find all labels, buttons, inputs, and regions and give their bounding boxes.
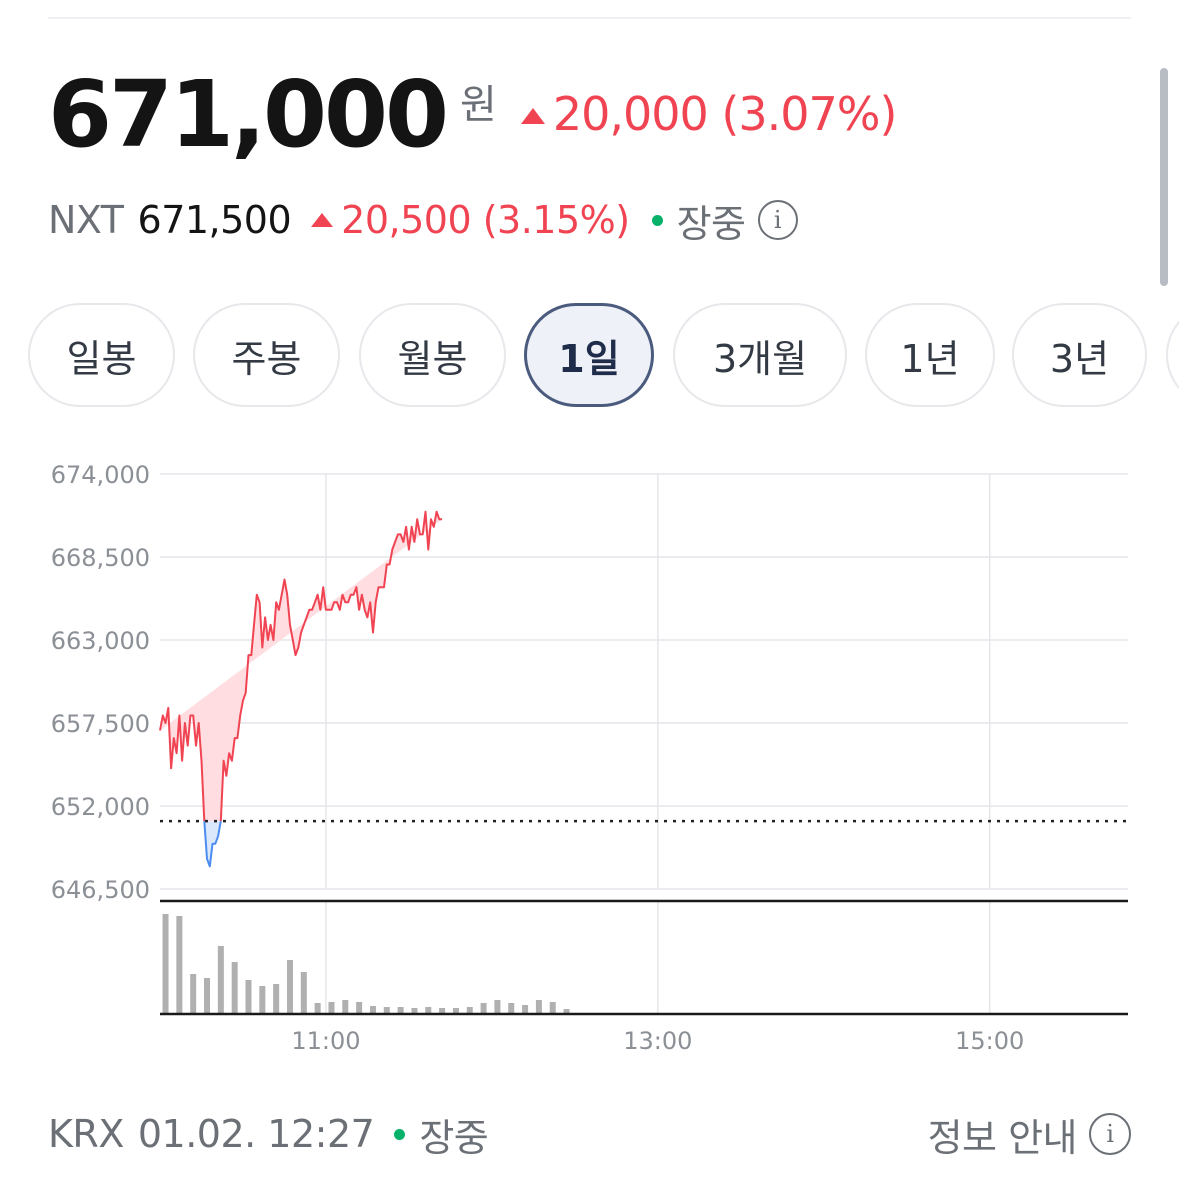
status-dot-icon	[651, 214, 663, 226]
volume-bar	[176, 916, 183, 1014]
tab-3-years[interactable]: 3년	[1012, 303, 1147, 407]
info-circle-icon[interactable]: i	[757, 200, 798, 240]
volume-bar	[411, 1008, 418, 1014]
volume-bar	[369, 1006, 376, 1014]
period-tabs: 일봉 주봉 월봉 1일 3개월 1년 3년	[0, 300, 1179, 412]
volume-bar	[259, 986, 266, 1014]
status-dot-icon	[394, 1128, 406, 1140]
volume-bar	[535, 1000, 542, 1014]
volume-bar	[549, 1002, 556, 1014]
volume-bar	[563, 1009, 570, 1014]
intraday-chart[interactable]: 674,000 668,500 663,000 657,500 652,000 646,5…	[0, 440, 1179, 1074]
tab-daily-candle[interactable]: 일봉	[28, 303, 175, 407]
volume-bar	[466, 1007, 473, 1014]
x-tick-label: 15:00	[955, 1027, 1024, 1055]
tab-3-months[interactable]: 3개월	[673, 303, 847, 407]
triangle-up-icon	[520, 108, 545, 124]
volume-bar	[480, 1003, 487, 1014]
market-status: 장중	[419, 1115, 489, 1160]
volume-bar	[286, 960, 293, 1014]
triangle-up-icon	[311, 213, 334, 227]
nxt-status: 장중	[676, 201, 746, 246]
nxt-price: 671,500	[137, 198, 292, 242]
volume-bar	[356, 1002, 363, 1014]
volume-bar	[508, 1003, 515, 1014]
volume-bar	[439, 1008, 446, 1014]
top-divider	[48, 17, 1131, 19]
price-change: 20,000 (3.07%)	[520, 86, 898, 142]
volume-bar	[328, 1002, 335, 1014]
y-tick-label: 668,500	[51, 544, 150, 572]
nxt-change: 20,500 (3.15%)	[311, 198, 630, 242]
y-tick-label: 657,500	[51, 710, 150, 738]
volume-bar	[494, 1000, 501, 1014]
x-tick-label: 11:00	[291, 1027, 360, 1055]
volume-bar	[383, 1007, 390, 1014]
volume-bar	[452, 1008, 459, 1014]
volume-bar	[300, 972, 307, 1014]
price-row: 671,000 원 20,000 (3.07%)	[48, 60, 898, 170]
price-area-up	[160, 511, 443, 822]
nxt-change-value: 20,500 (3.15%)	[341, 198, 630, 242]
volume-bar	[314, 1003, 321, 1014]
tab-1-day[interactable]: 1일	[524, 303, 654, 407]
tab-weekly-candle[interactable]: 주봉	[193, 303, 340, 407]
volume-bar	[397, 1007, 404, 1014]
volume-bar	[231, 962, 238, 1014]
price-area-down	[204, 821, 221, 867]
price-line-down	[203, 821, 222, 868]
price-unit: 원	[460, 82, 497, 128]
price-line-up	[159, 510, 443, 822]
quote-datetime: 01.02. 12:27	[137, 1112, 375, 1156]
volume-bar	[273, 984, 280, 1014]
scrollbar[interactable]	[1160, 68, 1168, 286]
market-label: KRX	[48, 1112, 124, 1156]
price-change-value: 20,000 (3.07%)	[552, 87, 898, 141]
y-tick-label: 646,500	[51, 876, 150, 904]
info-guide-link[interactable]: 정보 안내	[927, 1115, 1078, 1160]
x-tick-label: 13:00	[623, 1027, 692, 1055]
nxt-row: NXT 671,500 20,500 (3.15%) 장중 i	[48, 192, 798, 248]
y-tick-label: 674,000	[51, 461, 150, 489]
nxt-label: NXT	[48, 198, 124, 242]
tab-monthly-candle[interactable]: 월봉	[359, 303, 506, 407]
volume-bar	[204, 978, 211, 1014]
volume-bar	[425, 1007, 432, 1014]
volume-bar	[342, 1000, 349, 1014]
y-tick-label: 663,000	[51, 627, 150, 655]
volume-bar	[190, 974, 197, 1014]
current-price: 671,000	[48, 61, 449, 168]
volume-bar	[217, 946, 224, 1014]
y-tick-label: 652,000	[51, 793, 150, 821]
info-circle-icon[interactable]: i	[1089, 1113, 1131, 1155]
tab-1-year[interactable]: 1년	[865, 303, 995, 407]
volume-bar	[522, 1005, 529, 1014]
footer: KRX 01.02. 12:27 장중 정보 안내 i	[48, 1106, 1131, 1162]
intraday-chart-svg: 674,000 668,500 663,000 657,500 652,000 646,5…	[51, 461, 1128, 1055]
volume-bar	[245, 980, 252, 1014]
volume-bar	[162, 914, 169, 1014]
tab-more[interactable]	[1166, 303, 1179, 407]
